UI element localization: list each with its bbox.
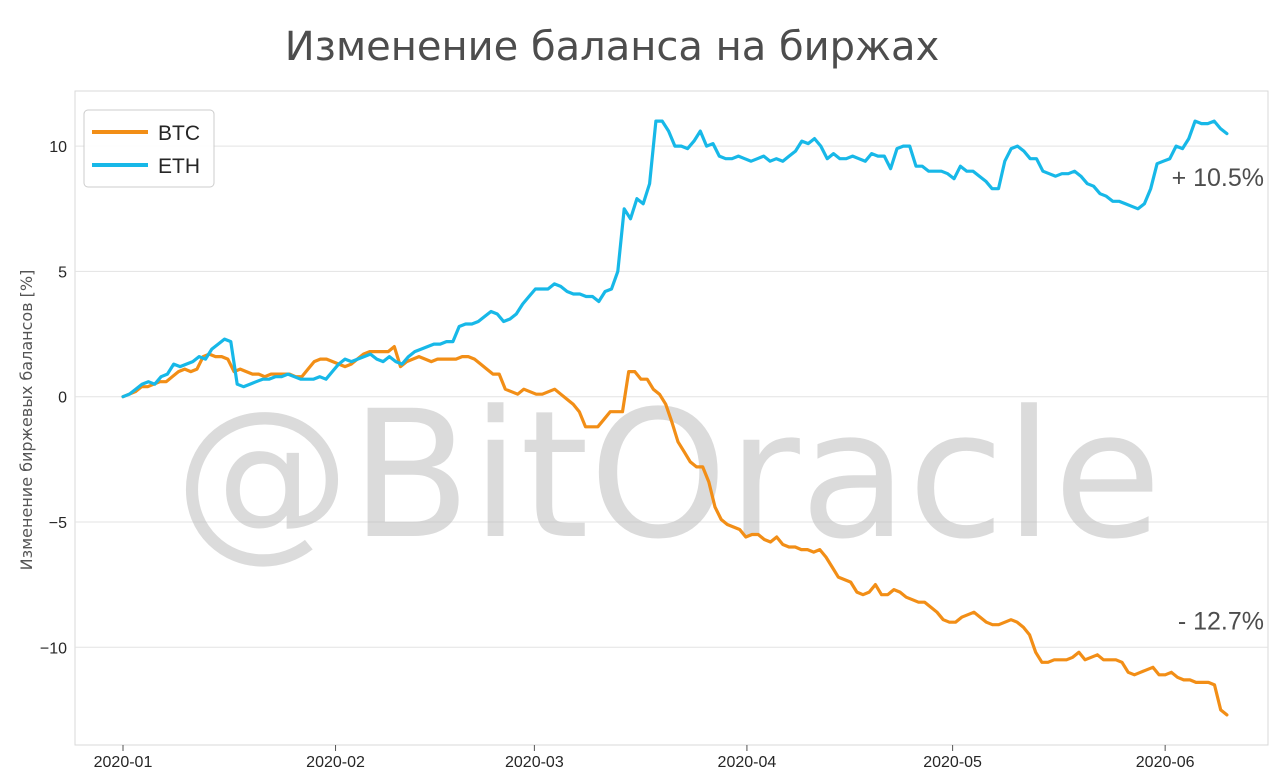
y-axis-label: Изменение биржевых балансов [%] xyxy=(17,270,36,571)
legend-label-eth: ETH xyxy=(158,155,200,178)
y-tick-label: −5 xyxy=(49,515,67,532)
annotation-btc: - 12.7% xyxy=(1178,608,1264,636)
y-tick-label: −10 xyxy=(40,640,67,657)
chart-title: Изменение баланса на биржах xyxy=(285,24,940,70)
y-axis-ticks: 10 5 0 −5 −10 xyxy=(40,139,67,657)
gridlines xyxy=(75,145,1268,648)
legend-box xyxy=(83,109,215,188)
legend: BTC ETH xyxy=(83,109,215,188)
y-tick-label: 10 xyxy=(49,139,67,156)
y-tick-label: 5 xyxy=(58,264,67,281)
series-line-btc xyxy=(121,345,1229,717)
x-tick-label: 2020-04 xyxy=(718,754,777,771)
x-tick-label: 2020-05 xyxy=(923,754,982,771)
legend-label-btc: BTC xyxy=(158,122,200,145)
x-tick-label: 2020-02 xyxy=(306,754,365,771)
x-axis-ticks: 2020-01 2020-02 2020-03 2020-04 2020-05 2020-… xyxy=(94,745,1195,771)
data-series xyxy=(121,119,1229,717)
annotation-eth: + 10.5% xyxy=(1172,164,1264,192)
x-tick-label: 2020-01 xyxy=(94,754,153,771)
x-tick-label: 2020-03 xyxy=(505,754,564,771)
x-tick-label: 2020-06 xyxy=(1136,754,1195,771)
series-line-eth xyxy=(121,119,1229,399)
watermark-text: @BitOracle xyxy=(174,373,1161,578)
annotations: + 10.5% - 12.7% xyxy=(1172,164,1264,636)
y-tick-label: 0 xyxy=(58,390,67,407)
